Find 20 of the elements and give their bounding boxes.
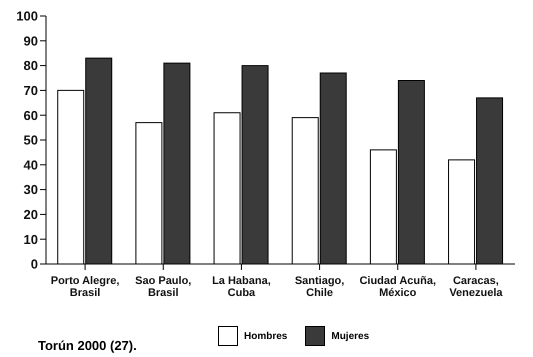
y-tick-label: 40 — [24, 157, 38, 172]
x-tick-label: Caracas, Venezuela — [449, 275, 504, 299]
x-tick-label: Sao Paulo, Brasil — [135, 275, 192, 299]
legend-label: Hombres — [244, 330, 288, 342]
y-tick-label: 70 — [24, 83, 38, 98]
y-tick-label: 20 — [24, 207, 38, 222]
y-tick-label: 60 — [24, 108, 38, 123]
y-tick-label: 50 — [24, 132, 38, 148]
y-tick-label: 0 — [30, 256, 38, 272]
legend-label: Mujeres — [331, 330, 370, 342]
text: Torún 2000 (27). — [38, 338, 137, 353]
x-tick-label: Porto Alegre, Brasil — [50, 275, 120, 299]
y-tick-label: 80 — [24, 58, 38, 74]
y-tick-label: 90 — [24, 33, 38, 48]
x-tick-label: La Habana, Cuba — [212, 275, 271, 299]
y-tick-label: 100 — [16, 8, 38, 24]
y-tick-label: 30 — [24, 182, 38, 198]
y-tick-label: 10 — [24, 232, 38, 247]
x-tick-label: Ciudad Acuña, México — [359, 275, 436, 299]
x-tick-label: Santiago, Chile — [294, 275, 344, 299]
